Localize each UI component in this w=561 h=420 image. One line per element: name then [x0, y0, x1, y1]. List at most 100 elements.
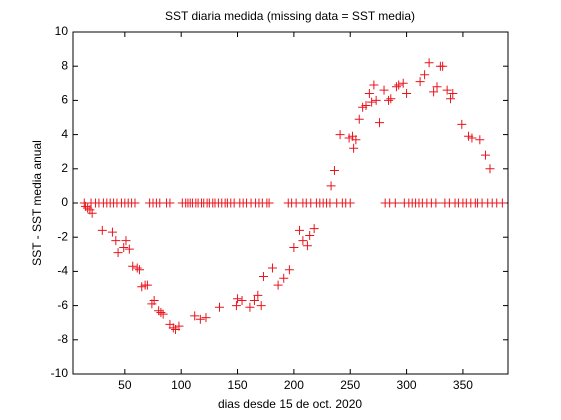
marker — [398, 78, 408, 88]
y-tick-label: -6 — [57, 298, 68, 312]
x-tick-label: 300 — [397, 378, 417, 392]
marker — [345, 198, 355, 208]
marker — [128, 261, 138, 271]
marker — [367, 97, 377, 107]
marker — [158, 309, 168, 319]
marker — [475, 135, 485, 145]
marker — [119, 242, 129, 252]
marker — [457, 119, 467, 129]
marker — [256, 301, 266, 311]
marker — [97, 225, 107, 235]
marker — [379, 85, 389, 95]
marker — [165, 198, 175, 208]
marker — [351, 135, 361, 145]
y-tick-label: 10 — [55, 24, 69, 38]
marker — [394, 80, 404, 90]
marker — [121, 236, 131, 246]
marker — [467, 133, 477, 143]
marker — [174, 321, 184, 331]
x-tick-label: 200 — [284, 378, 304, 392]
marker — [305, 230, 315, 240]
marker — [375, 118, 385, 128]
marker — [438, 61, 448, 71]
marker — [245, 302, 255, 312]
marker — [432, 82, 442, 92]
marker — [289, 242, 299, 252]
marker — [132, 263, 142, 273]
marker — [124, 244, 134, 254]
marker — [231, 301, 241, 311]
marker — [258, 272, 268, 282]
marker — [335, 130, 345, 140]
marker — [485, 164, 495, 174]
y-tick-label: 2 — [61, 161, 68, 175]
marker — [361, 101, 371, 111]
marker — [267, 263, 277, 273]
y-tick-label: 4 — [61, 127, 68, 141]
marker — [371, 95, 381, 105]
marker — [113, 248, 123, 258]
y-tick-label: 8 — [61, 58, 68, 72]
x-tick-label: 350 — [453, 378, 473, 392]
y-tick-label: -4 — [57, 264, 68, 278]
marker — [302, 241, 312, 251]
marker — [446, 94, 456, 104]
marker — [156, 307, 166, 317]
y-tick-label: -10 — [51, 366, 69, 380]
marker — [111, 236, 121, 246]
marker — [386, 94, 396, 104]
marker — [87, 208, 97, 218]
marker — [215, 302, 225, 312]
marker — [442, 85, 452, 95]
marker — [390, 198, 400, 208]
marker — [402, 89, 412, 99]
marker — [295, 225, 305, 235]
marker — [233, 294, 243, 304]
x-tick-label: 100 — [171, 378, 191, 392]
y-tick-label: -8 — [57, 332, 68, 346]
marker — [497, 198, 507, 208]
marker — [369, 80, 379, 90]
marker — [201, 313, 211, 323]
marker — [83, 203, 93, 213]
marker — [354, 114, 364, 124]
marker — [149, 295, 159, 305]
marker — [249, 295, 259, 305]
marker — [190, 311, 200, 321]
y-tick-label: -2 — [57, 229, 68, 243]
marker — [284, 265, 294, 275]
marker — [431, 198, 441, 208]
marker — [273, 280, 283, 290]
marker — [154, 306, 164, 316]
marker — [237, 295, 247, 305]
marker — [134, 265, 144, 275]
marker — [415, 77, 425, 87]
x-axis-label: dias desde 15 de oct. 2020 — [218, 397, 362, 411]
chart-title: SST diaria medida (missing data = SST me… — [165, 9, 415, 23]
x-tick-label: 250 — [340, 378, 360, 392]
marker — [391, 82, 401, 92]
marker — [168, 323, 178, 333]
marker — [448, 89, 458, 99]
marker — [279, 273, 289, 283]
marker — [309, 224, 319, 234]
marker — [107, 227, 117, 237]
marker — [420, 70, 430, 80]
marker — [298, 236, 308, 246]
y-axis-label: SST - SST media anual — [30, 140, 44, 266]
marker — [142, 280, 152, 290]
marker — [253, 290, 263, 300]
y-tick-label: 6 — [61, 93, 68, 107]
x-tick-label: 50 — [118, 378, 132, 392]
marker — [424, 58, 434, 68]
marker — [429, 87, 439, 97]
marker — [384, 95, 394, 105]
marker — [130, 198, 140, 208]
y-tick-label: 0 — [61, 195, 68, 209]
marker — [364, 89, 374, 99]
marker — [349, 143, 359, 153]
marker — [326, 181, 336, 191]
marker — [480, 150, 490, 160]
